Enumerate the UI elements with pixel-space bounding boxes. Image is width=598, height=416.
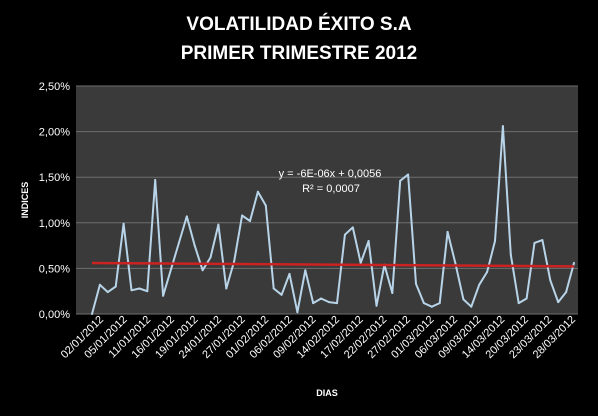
data-point	[328, 301, 330, 304]
data-point	[296, 311, 299, 314]
y-tick-labels: 0,00% 0,50% 1,00% 1,50% 2,00% 2,50%	[39, 81, 70, 321]
y-axis-label: INDICES	[20, 182, 30, 219]
data-point	[525, 297, 528, 300]
data-point	[501, 125, 504, 128]
data-point	[264, 204, 267, 207]
data-point	[320, 297, 323, 300]
data-point	[154, 178, 157, 181]
data-point	[415, 282, 417, 285]
data-point	[162, 294, 165, 297]
data-point	[557, 301, 560, 304]
data-point	[209, 256, 212, 259]
series-group	[91, 125, 575, 315]
data-point	[549, 279, 552, 282]
data-point	[367, 240, 370, 242]
data-point	[170, 268, 172, 271]
data-point	[470, 305, 473, 308]
trendline-r-squared: R² = 0,0007	[302, 183, 360, 195]
data-point	[336, 302, 338, 305]
data-point	[146, 290, 149, 293]
x-axis-label: DIAS	[316, 388, 338, 398]
data-point	[185, 215, 188, 218]
data-point	[288, 272, 291, 275]
trendline	[91, 261, 575, 268]
data-point	[573, 261, 575, 264]
y-tick-label: 1,50%	[39, 172, 70, 184]
data-point	[509, 253, 512, 256]
data-point	[351, 226, 354, 229]
plot-area	[76, 86, 578, 314]
trendline-group	[91, 261, 575, 268]
data-point	[399, 179, 402, 182]
data-point	[272, 287, 275, 290]
chart-title-line-1: VOLATILIDAD ÉXITO S.A	[186, 14, 412, 35]
data-point	[375, 304, 378, 307]
data-point	[517, 302, 520, 305]
data-point	[233, 260, 236, 263]
data-point	[225, 287, 228, 290]
data-point	[177, 241, 180, 244]
data-point	[114, 285, 117, 288]
chart-title-line-2: PRIMER TRIMESTRE 2012	[180, 43, 418, 64]
data-point	[430, 305, 433, 308]
data-point	[130, 289, 133, 292]
data-point	[193, 244, 196, 247]
x-tick-labels: 02/01/201205/01/201211/01/201216/01/2012…	[59, 314, 578, 361]
data-point	[494, 240, 496, 242]
series-line	[91, 125, 575, 315]
data-point	[280, 293, 283, 296]
data-point	[91, 313, 93, 315]
data-point	[256, 190, 259, 193]
y-tick-label: 0,50%	[39, 263, 70, 275]
data-point	[138, 287, 141, 290]
y-tick-label: 0,00%	[39, 309, 70, 321]
data-point	[446, 230, 449, 233]
gridlines	[76, 85, 578, 315]
data-point	[533, 241, 536, 244]
data-point	[241, 214, 244, 217]
data-point	[462, 298, 465, 301]
data-point	[422, 302, 425, 305]
data-point	[565, 291, 568, 294]
data-point	[343, 233, 346, 236]
data-point	[541, 239, 544, 242]
data-point	[391, 292, 394, 294]
data-point	[201, 269, 204, 272]
y-tick-label: 1,00%	[39, 218, 70, 230]
data-point	[486, 271, 489, 273]
y-tick-label: 2,00%	[39, 127, 70, 139]
data-point	[359, 261, 362, 264]
data-point	[98, 283, 101, 286]
y-tick-label: 2,50%	[39, 81, 70, 93]
data-point	[106, 291, 109, 294]
data-point	[438, 302, 441, 305]
data-point	[478, 283, 481, 286]
trendline-equation: y = -6E-06x + 0,0056	[279, 168, 382, 180]
data-point	[249, 220, 251, 222]
data-point	[122, 222, 125, 225]
data-point	[312, 302, 315, 305]
data-point	[217, 223, 220, 226]
data-point	[407, 173, 410, 176]
data-point	[304, 269, 307, 272]
